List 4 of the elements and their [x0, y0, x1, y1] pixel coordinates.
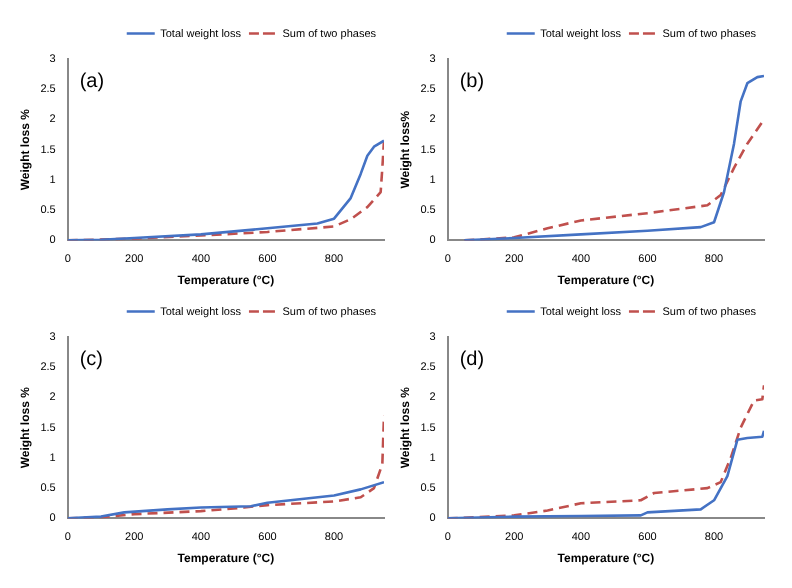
annotation: (b) [459, 70, 485, 93]
annotation: (d) [459, 348, 485, 371]
annotation: (a) [79, 70, 105, 93]
annotation: (c) [79, 348, 104, 371]
